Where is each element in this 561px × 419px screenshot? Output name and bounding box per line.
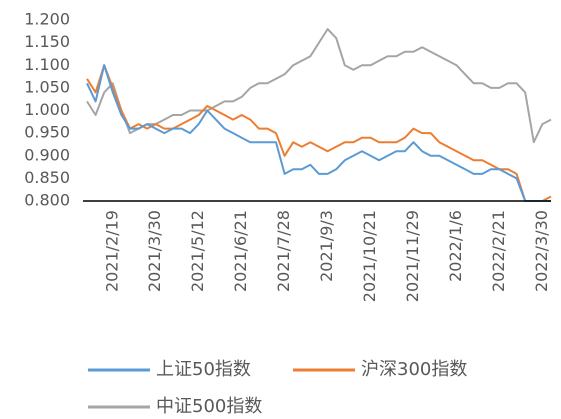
y-tick-label: 1.100 xyxy=(24,55,70,74)
x-tick-label: 2021/6/21 xyxy=(231,210,250,292)
x-tick-label: 2021/3/30 xyxy=(145,210,164,292)
y-tick-label: 1.200 xyxy=(24,10,70,29)
x-tick-label: 2022/2/21 xyxy=(489,210,508,292)
y-tick-label: 1.000 xyxy=(24,100,70,119)
x-tick-label: 2022/3/30 xyxy=(532,210,551,292)
series-line xyxy=(86,28,552,144)
x-tick-label: 2021/10/21 xyxy=(360,210,379,302)
y-tick-label: 0.900 xyxy=(24,145,70,164)
series-line xyxy=(86,64,552,202)
legend-label: 沪深300指数 xyxy=(361,359,467,380)
x-tick-label: 2022/1/6 xyxy=(446,210,465,282)
x-tick-label: 2021/2/19 xyxy=(102,210,121,292)
y-tick-label: 0.800 xyxy=(24,191,70,210)
x-tick-label: 2021/9/3 xyxy=(317,210,336,282)
series-line xyxy=(86,64,551,202)
y-tick-label: 0.950 xyxy=(24,123,70,142)
x-tick-label: 2021/5/12 xyxy=(188,210,207,292)
legend-label: 中证500指数 xyxy=(156,396,262,417)
x-tick-label: 2021/7/28 xyxy=(274,210,293,292)
x-tick-label: 2021/11/29 xyxy=(403,210,422,302)
y-tick-label: 0.850 xyxy=(24,168,70,187)
y-tick-label: 1.150 xyxy=(24,32,70,51)
y-tick-label: 1.050 xyxy=(24,77,70,96)
legend-label: 上证50指数 xyxy=(156,359,251,380)
